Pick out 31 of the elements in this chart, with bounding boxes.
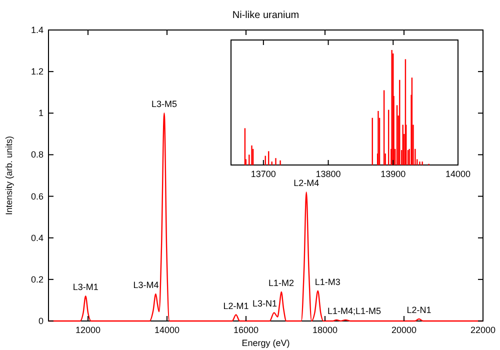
x-tick-label: 12000: [75, 325, 101, 335]
y-tick-label: 1: [38, 108, 44, 118]
y-tick-label: 0.2: [30, 274, 44, 284]
x-tick-label: 18000: [312, 325, 338, 335]
annotation: L1-M4;L1-M5: [327, 306, 381, 316]
annotation: L3-M5: [151, 99, 177, 110]
x-tick-label: 16000: [233, 325, 259, 335]
y-tick-label: 1.2: [30, 66, 44, 77]
y-axis-title: Intensity (arb. units): [4, 136, 14, 216]
annotation: L3-M1: [72, 282, 98, 292]
annotation: L1-M2: [268, 278, 294, 288]
chart-title: Ni-like uranium: [232, 10, 300, 21]
x-tick-label: 14000: [445, 169, 471, 179]
y-tick-label: 0: [38, 316, 44, 326]
x-tick-label: 13800: [316, 169, 341, 179]
x-tick-label: 13900: [380, 169, 406, 179]
annotation: L2-N1: [406, 304, 432, 315]
x-axis-title: Energy (eV): [242, 338, 290, 348]
x-tick-label: 22000: [470, 325, 496, 335]
x-tick-label: 13700: [250, 169, 276, 179]
annotation: L3-M4: [133, 280, 159, 290]
y-tick-label: 1.4: [30, 25, 44, 35]
annotation: L2-M1: [223, 300, 249, 311]
annotation: L2-M4: [294, 178, 320, 188]
y-tick-label: 0.4: [30, 232, 44, 243]
x-tick-label: 14000: [154, 325, 180, 335]
annotation: L3-N1: [252, 298, 278, 309]
y-tick-label: 0.8: [30, 150, 44, 160]
x-tick-label: 20000: [391, 325, 417, 335]
y-tick-label: 0.6: [30, 191, 44, 202]
annotation: L1-M3: [314, 276, 340, 287]
